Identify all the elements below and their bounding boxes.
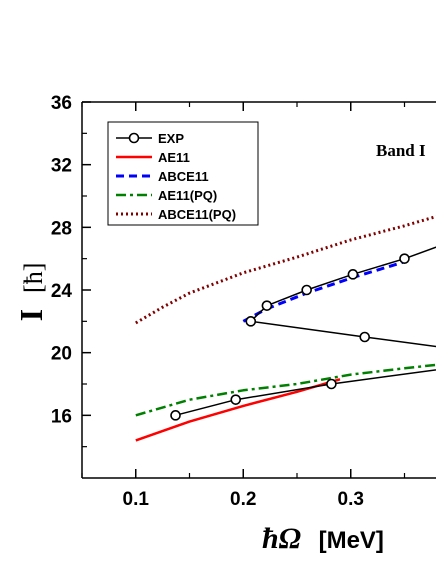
data-point xyxy=(245,316,257,327)
series-line xyxy=(250,246,436,348)
x-axis-unit: [MeV] xyxy=(319,527,384,554)
y-tick-label: 16 xyxy=(51,406,72,427)
x-tick-label: 0.2 xyxy=(230,489,256,510)
y-tick-labels: 16 20 24 28 32 36 xyxy=(51,93,73,427)
band-label: Band I xyxy=(376,141,426,160)
data-point xyxy=(170,410,181,421)
legend-label: ABCE11(PQ) xyxy=(158,207,236,222)
data-point xyxy=(347,269,359,280)
x-tick-label: 0.1 xyxy=(123,489,150,510)
legend-items: EXP AE11 ABCE11 AE11(PQ) ABCE11(PQ) xyxy=(116,131,236,222)
legend-marker xyxy=(128,132,140,144)
data-point xyxy=(326,378,337,390)
legend-label: ABCE11 xyxy=(158,169,209,184)
x-tick-labels: 0.1 0.2 0.3 xyxy=(123,489,364,510)
data-point xyxy=(230,394,242,405)
series-line xyxy=(135,378,341,442)
legend-label: AE11 xyxy=(158,150,190,165)
y-axis-symbol: I xyxy=(13,309,49,321)
y-tick-label: 36 xyxy=(51,93,72,114)
y-tick-label: 28 xyxy=(51,218,72,239)
series-line xyxy=(242,260,405,323)
y-tick-label: 24 xyxy=(51,281,73,302)
data-point xyxy=(301,284,312,296)
series-line xyxy=(135,363,436,417)
x-tick-label: 0.3 xyxy=(338,489,364,510)
series-line xyxy=(175,369,436,417)
legend: EXP AE11 ABCE11 AE11(PQ) ABCE11(PQ) xyxy=(107,121,259,226)
y-tick-label: 32 xyxy=(51,156,72,177)
series-layer xyxy=(135,215,436,442)
axis-ticks xyxy=(81,101,406,478)
x-axis-symbol: ħΩ xyxy=(262,522,301,555)
series-line xyxy=(135,215,436,325)
y-axis-title: I [ħ] xyxy=(13,263,49,322)
data-point xyxy=(359,331,371,343)
y-tick-label: 20 xyxy=(51,344,72,365)
data-point xyxy=(399,253,410,264)
x-axis-title: ħΩ [MeV] xyxy=(262,522,384,555)
data-point xyxy=(261,300,273,311)
legend-label: EXP xyxy=(158,131,184,146)
y-axis-unit: [ħ] xyxy=(19,263,48,293)
legend-label: AE11(PQ) xyxy=(158,188,217,203)
